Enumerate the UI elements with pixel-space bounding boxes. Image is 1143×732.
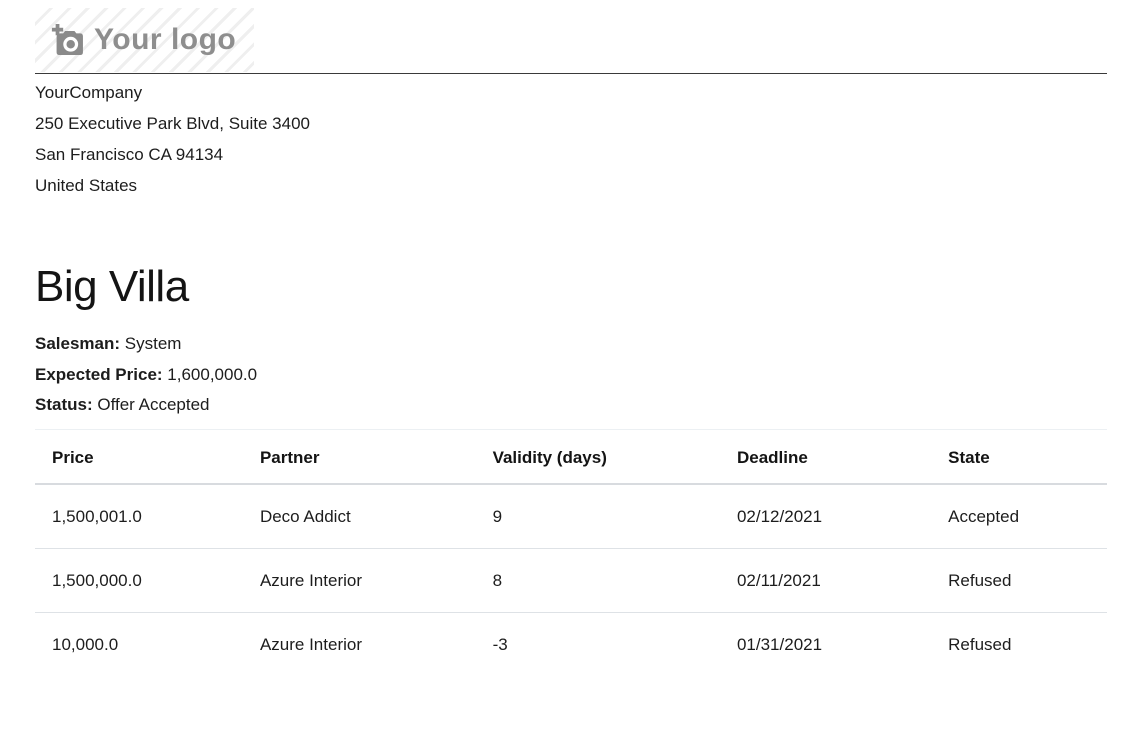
company-city: San Francisco CA 94134 [35, 145, 224, 164]
table-cell: Refused [948, 634, 1012, 654]
table-cell: 10,000.0 [52, 634, 119, 654]
column-header: Partner [242, 429, 476, 485]
table-cell: Azure Interior [259, 634, 362, 654]
header-divider [35, 73, 1107, 74]
offers-table: Price Partner Validity (days) Deadline State… [35, 428, 1107, 676]
field-value: System [124, 334, 182, 353]
field-label: Salesman: [35, 334, 125, 353]
table-cell: Deco Addict [242, 483, 476, 549]
company-street: 250 Executive Park Blvd, Suite 3400 [35, 114, 310, 133]
table-row: 1,500,001.0 Deco Addict 9 02/12/2021 Accepte… [35, 483, 1107, 549]
table-cell: Azure Interior [242, 548, 476, 613]
property-fields: Salesman: System Expected Price: 1,600,0… [35, 329, 1107, 421]
table-cell: 02/11/2021 [719, 548, 932, 613]
field-label: Status: [35, 395, 98, 414]
table-cell: -3 [492, 634, 508, 654]
camera-plus-icon [51, 24, 83, 56]
table-cell: 02/12/2021 [719, 483, 932, 549]
column-header: State [931, 429, 1107, 485]
offers-header-row: Price Partner Validity (days) Deadline State [35, 429, 1107, 485]
column-header: Validity (days) [475, 429, 720, 485]
table-row: 10,000.0 Azure Interior -3 01/31/2021 Refuse… [35, 612, 1107, 676]
table-cell: 1,500,000.0 [35, 548, 243, 613]
offers-table-body: 1,500,001.0 Deco Addict 9 02/12/2021 Accepte… [35, 483, 1107, 676]
table-cell: Refused [931, 548, 1107, 613]
table-cell: 01/31/2021 [736, 634, 823, 654]
report-header: Your logo YourCompany 250 Executive Park… [35, 8, 1107, 201]
table-cell: 9 [475, 483, 720, 549]
column-header: Deadline [719, 429, 932, 485]
field-line: Expected Price: 1,600,000.0 [35, 360, 1107, 391]
company-address-block: YourCompany 250 Executive Park Blvd, Sui… [35, 77, 1107, 201]
report-page: Your logo YourCompany 250 Executive Park… [0, 8, 1143, 676]
field-line: Status: Offer Accepted [35, 390, 1107, 421]
property-title: Big Villa [35, 262, 189, 311]
column-header: Price [35, 429, 243, 485]
field-value: Offer Accepted [97, 395, 210, 414]
field-label: Expected Price: [35, 364, 168, 384]
company-logo-placeholder: Your logo [35, 8, 254, 72]
company-country: United States [35, 176, 138, 195]
table-row: 1,500,000.0 Azure Interior 8 02/11/2021 Refu… [35, 548, 1107, 613]
table-cell: Accepted [931, 483, 1107, 549]
table-cell: 8 [475, 548, 720, 613]
company-name: YourCompany [35, 83, 143, 102]
field-value: 1,600,000.0 [167, 364, 258, 384]
report-body: Big Villa Salesman: System Expected Pric… [35, 263, 1107, 676]
field-line: Salesman: System [35, 329, 1107, 360]
logo-text: Your logo [94, 23, 237, 56]
table-cell: 1,500,001.0 [35, 483, 243, 549]
